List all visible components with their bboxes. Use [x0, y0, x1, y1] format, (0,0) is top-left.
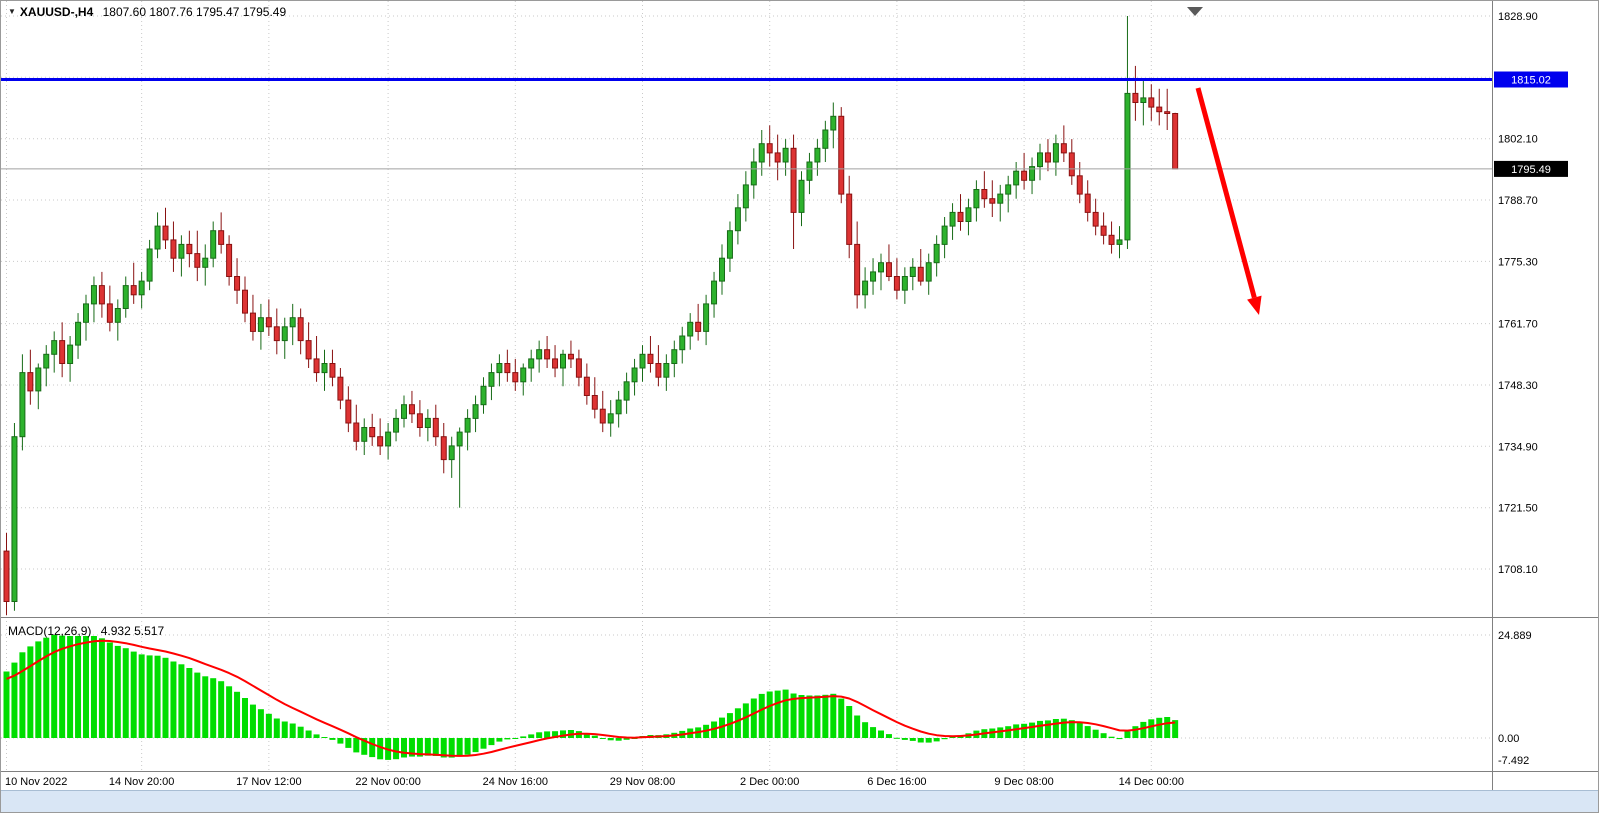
- svg-text:1761.70: 1761.70: [1498, 319, 1538, 331]
- ohlc-readout: 1807.60 1807.76 1795.47 1795.49: [102, 5, 287, 19]
- chart-grid: [1, 1, 1492, 771]
- svg-text:1815.02: 1815.02: [1511, 75, 1551, 87]
- svg-text:2 Dec 00:00: 2 Dec 00:00: [740, 776, 799, 788]
- svg-text:1734.90: 1734.90: [1498, 441, 1538, 453]
- svg-text:9 Dec 08:00: 9 Dec 08:00: [994, 776, 1053, 788]
- svg-text:24 Nov 16:00: 24 Nov 16:00: [483, 776, 548, 788]
- indicator-name: MACD(12,26,9): [8, 624, 92, 638]
- svg-text:22 Nov 00:00: 22 Nov 00:00: [355, 776, 420, 788]
- svg-text:-7.492: -7.492: [1498, 755, 1529, 767]
- svg-text:17 Nov 12:00: 17 Nov 12:00: [236, 776, 301, 788]
- svg-text:14 Nov 20:00: 14 Nov 20:00: [109, 776, 174, 788]
- time-axis[interactable]: 10 Nov 2022 14 Nov 20:00 17 Nov 12:00 22 No…: [5, 776, 1184, 788]
- svg-text:6 Dec 16:00: 6 Dec 16:00: [867, 776, 926, 788]
- indicator-label: MACD(12,26,9) 4.932 5.517: [8, 624, 164, 638]
- svg-text:1788.70: 1788.70: [1498, 195, 1538, 207]
- svg-text:1721.50: 1721.50: [1498, 503, 1538, 515]
- candlesticks: [3, 16, 1179, 616]
- chart-shift-marker-icon[interactable]: [1187, 7, 1203, 16]
- svg-text:1748.30: 1748.30: [1498, 380, 1538, 392]
- chart-title: ▼ XAUUSD-,H4 1807.60 1807.76 1795.47 1795…: [8, 5, 286, 19]
- svg-text:1795.49: 1795.49: [1511, 164, 1551, 176]
- price-line-labels: 1815.02 1795.49: [1494, 71, 1568, 177]
- macd-signal-line: [6, 639, 1176, 757]
- svg-text:14 Dec 00:00: 14 Dec 00:00: [1119, 776, 1184, 788]
- symbol-marker-icon: ▼: [8, 7, 16, 16]
- svg-text:1775.30: 1775.30: [1498, 256, 1538, 268]
- bottom-strip: [1, 790, 1598, 812]
- svg-text:10 Nov 2022: 10 Nov 2022: [5, 776, 67, 788]
- svg-text:24.889: 24.889: [1498, 630, 1532, 642]
- svg-text:1708.10: 1708.10: [1498, 564, 1538, 576]
- symbol-period-label: XAUUSD-,H4: [19, 5, 94, 19]
- indicator-values: 4.932 5.517: [100, 624, 165, 638]
- macd-histogram: [3, 635, 1179, 760]
- trend-arrow[interactable]: [1195, 87, 1262, 315]
- svg-text:29 Nov 08:00: 29 Nov 08:00: [610, 776, 675, 788]
- svg-text:0.00: 0.00: [1498, 733, 1519, 745]
- price-axis[interactable]: 1828.90 1802.10 1788.70 1775.30 1761.70 1748.…: [1498, 11, 1538, 767]
- svg-text:1802.10: 1802.10: [1498, 134, 1538, 146]
- svg-text:1828.90: 1828.90: [1498, 11, 1538, 23]
